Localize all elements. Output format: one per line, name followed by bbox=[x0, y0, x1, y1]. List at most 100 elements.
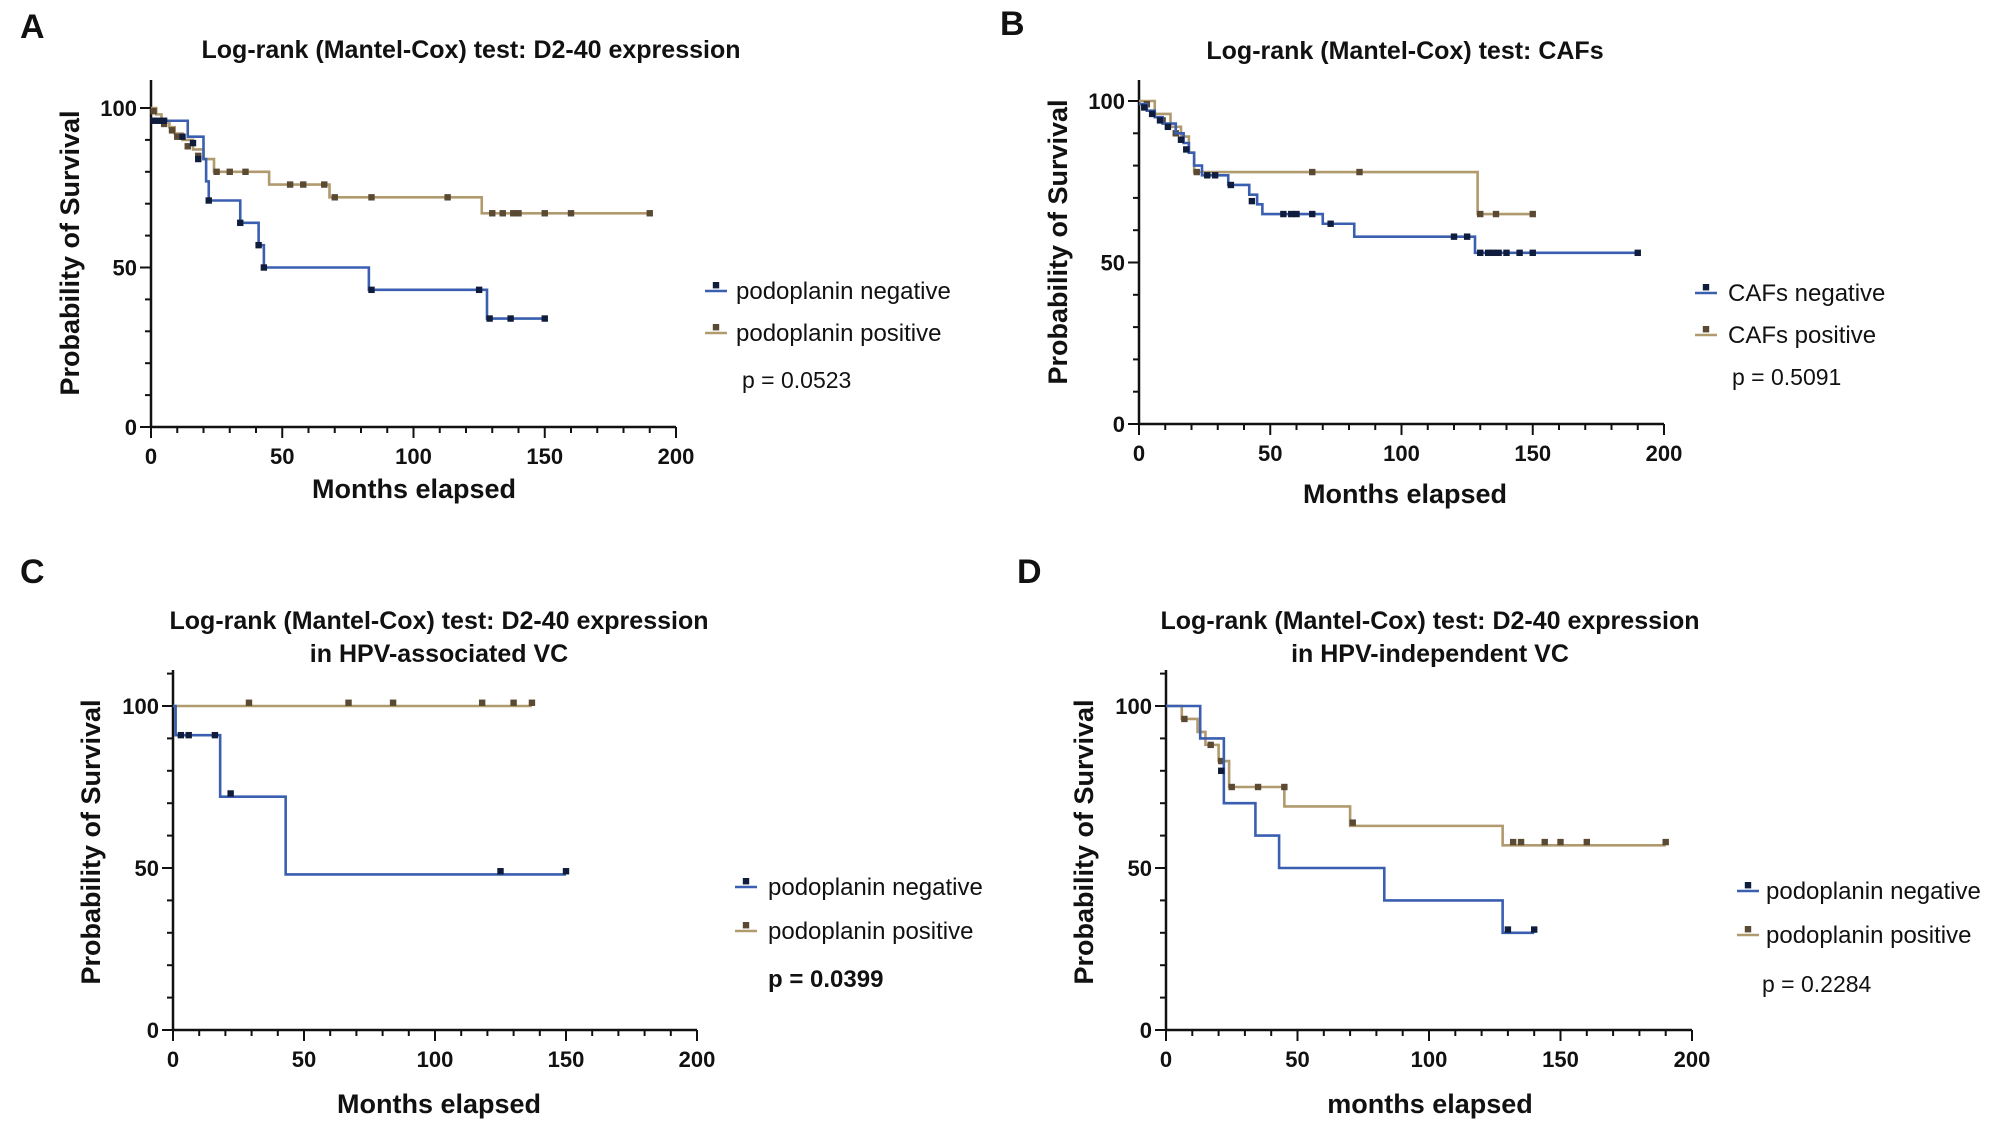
censor-mark-negative bbox=[1634, 249, 1641, 257]
censor-mark-negative bbox=[1293, 210, 1300, 218]
censor-mark-positive bbox=[345, 699, 352, 706]
censor-mark-positive bbox=[1583, 838, 1590, 846]
censor-mark-negative bbox=[1495, 249, 1502, 257]
censor-mark-negative bbox=[1204, 172, 1211, 179]
x-tick-label: 50 bbox=[270, 444, 294, 469]
panel-C: C Log-rank (Mantel-Cox) test: D2-40 expre… bbox=[20, 553, 983, 1119]
x-tick-label: 200 bbox=[1646, 441, 1683, 466]
censor-mark-positive bbox=[567, 210, 575, 217]
censor-mark-positive bbox=[184, 143, 191, 150]
censor-mark-positive bbox=[1281, 783, 1288, 791]
x-axis-label: Months elapsed bbox=[312, 474, 516, 504]
x-tick-label: 150 bbox=[548, 1047, 585, 1072]
censor-mark-positive bbox=[286, 181, 294, 188]
x-axis-label: Months elapsed bbox=[337, 1089, 541, 1119]
censor-mark-negative bbox=[179, 133, 186, 140]
censor-mark-negative bbox=[1490, 249, 1497, 257]
censor-mark-positive bbox=[245, 699, 253, 706]
censor-mark-negative bbox=[177, 731, 185, 739]
panel-A: A Log-rank (Mantel-Cox) test: D2-40 expre… bbox=[20, 8, 951, 504]
y-axis-label: Probability of Survival bbox=[55, 110, 85, 395]
censor-mark-negative bbox=[497, 868, 504, 875]
censor-mark-negative bbox=[1211, 172, 1219, 179]
censor-mark-positive bbox=[515, 210, 522, 217]
y-tick-label: 100 bbox=[122, 694, 159, 719]
censor-mark-negative bbox=[1227, 181, 1235, 189]
censor-mark-negative bbox=[1516, 249, 1523, 257]
censor-mark-negative bbox=[1477, 249, 1484, 257]
x-tick-label: 200 bbox=[1674, 1047, 1711, 1072]
censor-mark-negative bbox=[541, 315, 548, 322]
chart-title: Log-rank (Mantel-Cox) test: D2-40 expres… bbox=[1161, 607, 1700, 635]
survival-curve-negative bbox=[151, 119, 545, 320]
censor-mark-positive bbox=[1218, 757, 1225, 765]
censor-mark-positive bbox=[1309, 168, 1316, 176]
legend-marker-positive bbox=[742, 922, 750, 929]
censor-mark-positive bbox=[389, 699, 397, 706]
censor-mark-positive bbox=[510, 210, 517, 217]
censor-mark-negative bbox=[1531, 926, 1538, 933]
survival-curve-positive bbox=[1139, 99, 1533, 216]
legend-label-negative: podoplanin negative bbox=[1766, 878, 1981, 905]
y-tick-label: 0 bbox=[125, 415, 137, 440]
legend-label-negative: podoplanin negative bbox=[768, 874, 983, 901]
panel-letter: C bbox=[20, 553, 45, 591]
censor-mark-positive bbox=[1254, 783, 1262, 791]
y-tick-label: 50 bbox=[135, 856, 159, 881]
censor-mark-negative bbox=[1141, 104, 1148, 111]
censor-mark-negative bbox=[1288, 210, 1295, 218]
censor-mark-negative bbox=[150, 117, 157, 124]
survival-curve-positive bbox=[1166, 704, 1666, 847]
censor-mark-positive bbox=[541, 210, 548, 217]
survival-curve-negative bbox=[173, 704, 566, 876]
x-tick-label: 50 bbox=[1258, 441, 1282, 466]
censor-mark-positive bbox=[1492, 210, 1500, 218]
y-tick-label: 100 bbox=[1088, 89, 1125, 114]
censor-mark-positive bbox=[213, 168, 220, 175]
censor-mark-positive bbox=[444, 194, 451, 201]
chart-title: Log-rank (Mantel-Cox) test: D2-40 expres… bbox=[170, 607, 709, 635]
survival-curve-positive bbox=[151, 106, 650, 215]
censor-mark-positive bbox=[646, 210, 653, 217]
censor-mark-negative bbox=[1248, 197, 1256, 205]
legend-label-positive: podoplanin positive bbox=[1766, 922, 1972, 949]
censor-mark-negative bbox=[189, 139, 197, 147]
legend-label-negative: podoplanin negative bbox=[736, 278, 951, 305]
censor-mark-positive bbox=[1541, 838, 1548, 846]
censor-mark-negative bbox=[211, 731, 219, 739]
censor-mark-negative bbox=[1177, 136, 1185, 143]
censor-mark-positive bbox=[1349, 819, 1356, 826]
censor-mark-negative bbox=[1504, 926, 1512, 933]
censor-mark-negative bbox=[155, 117, 163, 124]
y-tick-label: 0 bbox=[147, 1018, 159, 1043]
censor-mark-positive bbox=[242, 168, 249, 175]
censor-mark-negative bbox=[227, 790, 234, 797]
x-tick-label: 150 bbox=[1514, 441, 1551, 466]
censor-mark-positive bbox=[1356, 168, 1363, 176]
x-tick-label: 50 bbox=[1285, 1047, 1309, 1072]
censor-mark-positive bbox=[168, 127, 176, 134]
censor-mark-negative bbox=[1280, 210, 1287, 218]
x-tick-label: 100 bbox=[395, 444, 432, 469]
censor-mark-positive bbox=[1477, 210, 1484, 218]
censor-mark-negative bbox=[1218, 767, 1225, 774]
chart-title: in HPV-associated VC bbox=[310, 640, 568, 668]
p-value: p = 0.0523 bbox=[742, 367, 851, 393]
legend-marker-negative bbox=[1702, 284, 1710, 291]
censor-mark-positive bbox=[174, 133, 181, 140]
y-axis-label: Probability of Survival bbox=[1043, 99, 1073, 384]
censor-mark-negative bbox=[475, 286, 483, 294]
censor-mark-positive bbox=[1557, 838, 1564, 846]
y-axis-label: Probability of Survival bbox=[76, 699, 106, 984]
legend-label-positive: podoplanin positive bbox=[768, 918, 974, 945]
x-tick-label: 0 bbox=[167, 1047, 179, 1072]
censor-mark-positive bbox=[321, 181, 328, 188]
p-value: p = 0.0399 bbox=[768, 966, 883, 993]
censor-mark-negative bbox=[1463, 233, 1471, 240]
x-tick-label: 0 bbox=[145, 444, 157, 469]
x-tick-label: 0 bbox=[1133, 441, 1145, 466]
censor-mark-negative bbox=[1503, 249, 1510, 257]
censor-mark-negative bbox=[368, 286, 375, 294]
censor-mark-positive bbox=[1181, 715, 1188, 723]
